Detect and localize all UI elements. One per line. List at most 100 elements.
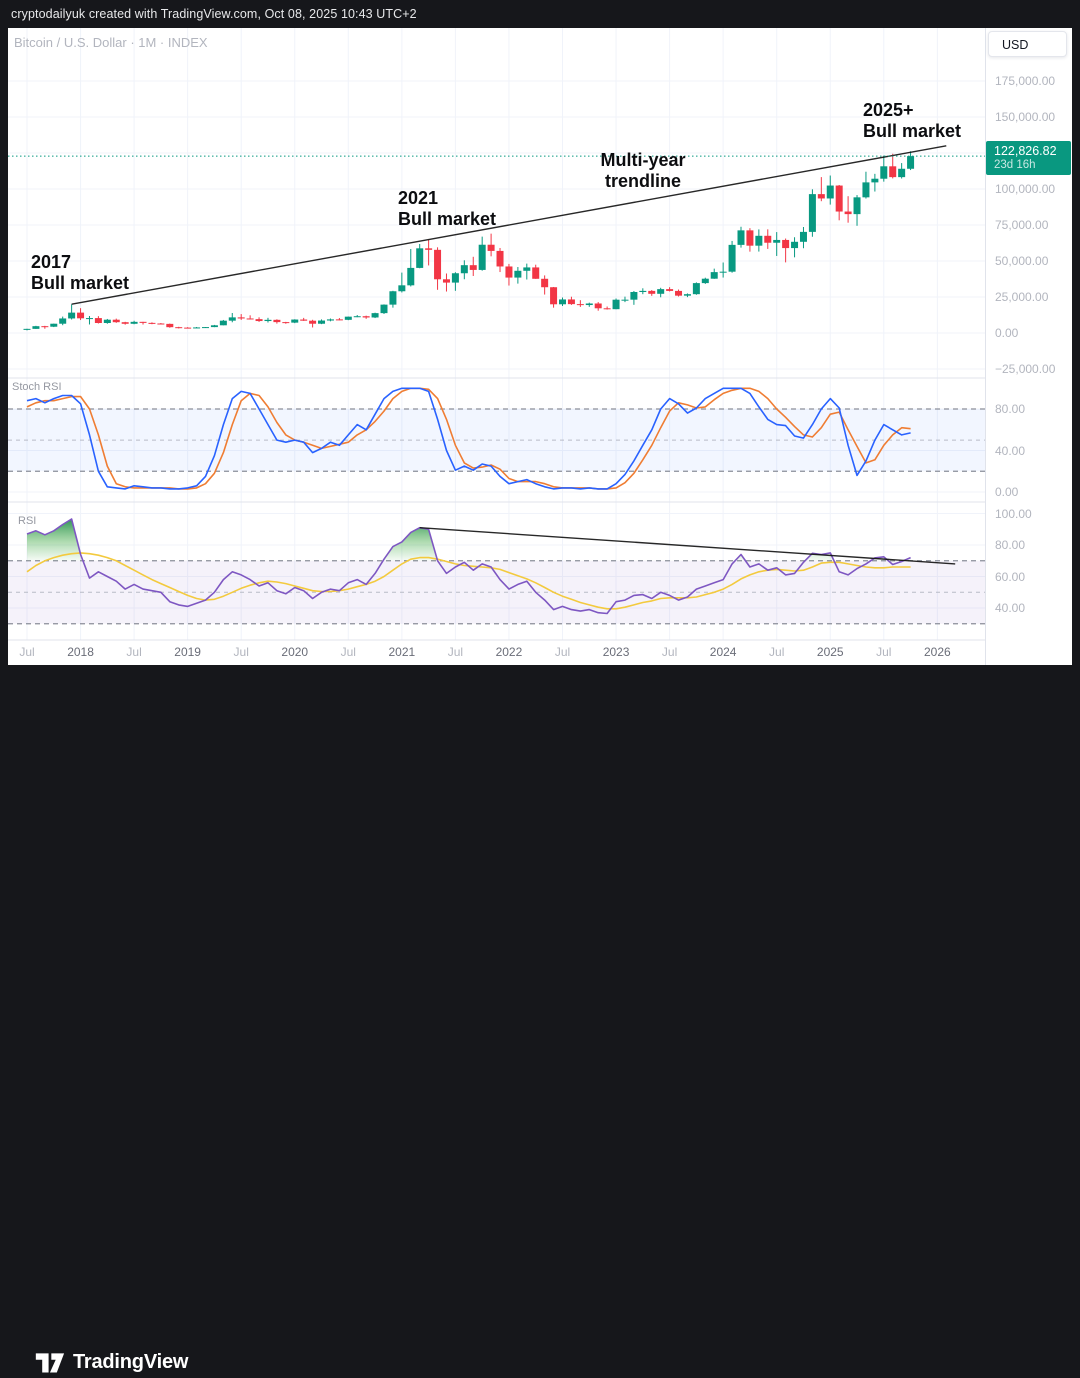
candle (362, 316, 370, 318)
price-trendline (71, 145, 947, 305)
tradingview-logo[interactable]: TradingView (34, 1347, 188, 1378)
candle (773, 239, 781, 243)
price-axis-label: 100,000.00 (995, 182, 1056, 196)
candle (434, 249, 442, 280)
candle (764, 235, 772, 243)
candle (460, 265, 468, 274)
candle (85, 318, 93, 320)
rsi-overbought-fill (27, 519, 911, 561)
candle (799, 231, 807, 242)
candle (782, 239, 790, 249)
candle (791, 241, 799, 249)
candle (23, 328, 31, 330)
candle (112, 319, 120, 323)
candle (228, 317, 236, 321)
time-axis-label-jul: Jul (126, 645, 142, 659)
rsi-axis-label: 100.00 (995, 506, 1032, 521)
candle (273, 319, 281, 323)
candle (255, 319, 263, 322)
price-axis-label: 175,000.00 (995, 74, 1056, 88)
rsi-panel-label: RSI (18, 515, 37, 527)
annotation-2025-bull-market[interactable]: 2025+ Bull market (863, 100, 962, 141)
candle (326, 319, 334, 321)
candle (585, 303, 593, 306)
price-axis-label: 150,000.00 (995, 110, 1056, 124)
annotation-2021-bull-market[interactable]: 2021 Bull market (398, 188, 497, 229)
price-axis[interactable]: USD 122,826.82 23d 16h 175,000.00 150,000… (985, 28, 1072, 665)
rsi-lines (26, 518, 911, 615)
candle (291, 319, 299, 323)
candle (451, 273, 459, 283)
candle (210, 325, 218, 328)
candle (246, 318, 254, 320)
gridlines (8, 28, 985, 640)
time-axis-label-2019: 2019 (174, 645, 201, 659)
time-axis-label-2025: 2025 (816, 645, 844, 659)
candle (675, 290, 683, 296)
price-badge: 122,826.82 23d 16h (986, 141, 1071, 175)
candle (567, 299, 575, 305)
annotation-multi-year-trendline[interactable]: Multi-year trendline (600, 150, 686, 191)
candle (737, 230, 745, 245)
tradingview-logo-icon (35, 1353, 65, 1373)
candle (719, 271, 727, 273)
candle (442, 279, 450, 283)
candle (648, 290, 656, 294)
candle (130, 321, 138, 324)
candle (32, 326, 40, 329)
indicator-bands (8, 408, 985, 625)
badge-price: 122,826.82 (994, 144, 1057, 158)
annotation-2017-bull-market[interactable]: 2017 Bull market (31, 252, 130, 293)
candle (94, 318, 102, 324)
plot-svg[interactable] (8, 28, 1072, 665)
candle (41, 326, 49, 328)
candle (264, 319, 272, 322)
time-axis-label-2024: 2024 (709, 645, 737, 659)
candle (487, 244, 495, 251)
attribution-text: cryptodailyuk created with TradingView.c… (11, 7, 417, 21)
time-axis-label-2018: 2018 (67, 645, 94, 659)
time-axis-label-jul: Jul (340, 645, 356, 659)
candle (68, 312, 76, 319)
rsi-axis-label: 40.00 (995, 601, 1026, 615)
candle (335, 319, 343, 321)
price-axis-label: 0.00 (995, 326, 1019, 340)
candle (344, 316, 352, 320)
stoch-axis-label: 0.00 (995, 485, 1019, 499)
candle (166, 323, 174, 328)
candle (550, 287, 558, 305)
candle (282, 322, 290, 324)
rsi-trendline (419, 526, 956, 565)
stoch-rsi-panel-label: Stoch RSI (12, 381, 62, 393)
candle (746, 230, 754, 246)
time-axis-label-jul: Jul (554, 645, 571, 659)
candle (309, 320, 317, 324)
candle (425, 248, 433, 250)
candle (353, 316, 361, 318)
time-axis-label-jul: Jul (769, 645, 785, 659)
usd-currency-button[interactable]: USD (988, 31, 1067, 57)
candle (157, 323, 165, 325)
candle (514, 270, 522, 278)
candle (532, 267, 540, 279)
candle (407, 267, 415, 286)
price-axis-label: 50,000.00 (995, 254, 1049, 268)
time-axis-label-jul: Jul (661, 645, 678, 659)
stoch-k-line (26, 387, 911, 490)
chart-area[interactable]: Bitcoin / U.S. Dollar · 1M · INDEX Stoch… (8, 28, 1072, 665)
candle (469, 265, 477, 270)
badge-countdown: 23d 16h (994, 159, 1036, 171)
time-axis-label-2021: 2021 (388, 645, 416, 659)
candle (880, 166, 888, 179)
price-axis-label: 25,000.00 (995, 290, 1049, 304)
candle (237, 317, 245, 319)
candle (621, 299, 629, 301)
candle (559, 299, 566, 305)
candle (594, 303, 602, 309)
candle (889, 166, 897, 178)
time-axis-label-2020: 2020 (281, 645, 309, 659)
candle (219, 320, 227, 326)
candle (371, 313, 379, 318)
candle (683, 294, 691, 296)
price-axis-label: 75,000.00 (995, 218, 1049, 232)
